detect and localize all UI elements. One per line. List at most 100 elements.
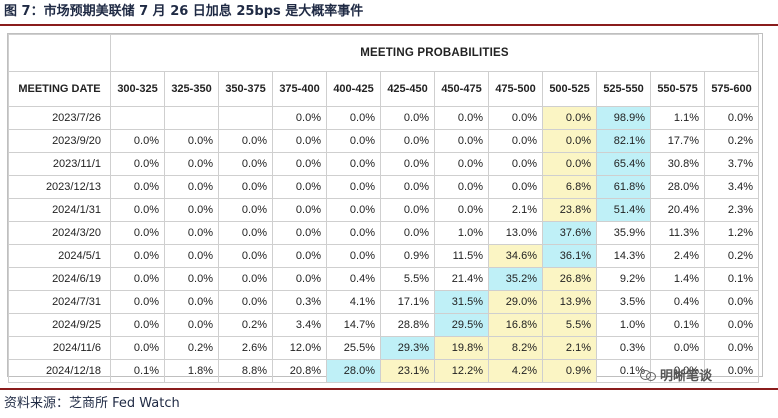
probability-cell: 0.0% bbox=[218, 129, 273, 153]
probability-cell: 0.0% bbox=[218, 198, 273, 222]
probability-cell: 21.4% bbox=[434, 267, 489, 291]
probability-cell: 0.0% bbox=[272, 152, 327, 176]
probability-cell: 1.4% bbox=[650, 267, 705, 291]
probability-cell: 28.0% bbox=[326, 359, 381, 383]
rate-range-header: 575-600 bbox=[704, 71, 759, 107]
probability-cell: 0.0% bbox=[488, 106, 543, 130]
probability-cell: 0.0% bbox=[542, 129, 597, 153]
probability-cell: 30.8% bbox=[650, 152, 705, 176]
probability-cell: 1.8% bbox=[164, 359, 219, 383]
probability-cell: 13.0% bbox=[488, 221, 543, 245]
table-row: 2024/3/20 0.0% 0.0% 0.0% 0.0% 0.0% 0.0% 1.0% 13.… bbox=[8, 221, 759, 245]
bottom-divider bbox=[0, 388, 778, 390]
probability-cell: 2.1% bbox=[488, 198, 543, 222]
probability-cell: 0.0% bbox=[380, 106, 435, 130]
probability-cell: 28.0% bbox=[650, 175, 705, 199]
probability-cell: 0.0% bbox=[272, 106, 327, 130]
table-row: 2023/7/26 0.0% 0.0% 0.0% 0.0% 0.0% 0.0% 98.9% 1.… bbox=[8, 106, 759, 130]
probability-cell: 4.1% bbox=[326, 290, 381, 314]
probability-cell: 0.0% bbox=[704, 290, 759, 314]
probability-cell: 9.2% bbox=[596, 267, 651, 291]
probability-cell: 14.3% bbox=[596, 244, 651, 268]
meeting-date-cell: 2024/5/1 bbox=[8, 244, 111, 268]
rate-range-header: 400-425 bbox=[326, 71, 381, 107]
probability-table-frame: MEETING PROBABILITIES MEETING DATE 300-3… bbox=[7, 33, 763, 383]
table-row: 2024/12/18 0.1% 1.8% 8.8% 20.8% 28.0% 23.1% 12.… bbox=[8, 359, 759, 383]
probability-cell: 0.0% bbox=[326, 129, 381, 153]
meeting-date-cell: 2024/9/25 bbox=[8, 313, 111, 337]
rate-range-header: 425-450 bbox=[380, 71, 435, 107]
probability-cell: 3.7% bbox=[704, 152, 759, 176]
probability-cell: 29.3% bbox=[380, 336, 435, 360]
meeting-date-cell: 2024/3/20 bbox=[8, 221, 111, 245]
probability-cell: 0.0% bbox=[488, 152, 543, 176]
probability-cell: 0.0% bbox=[650, 359, 705, 383]
table-row: 2024/11/6 0.0% 0.2% 2.6% 12.0% 25.5% 29.3% 19.8… bbox=[8, 336, 759, 360]
figure-caption: 图 7：市场预期美联储 7 月 26 日加息 25bps 是大概率事件 bbox=[4, 4, 364, 19]
probability-cell: 0.3% bbox=[272, 290, 327, 314]
probability-cell bbox=[110, 106, 165, 130]
probability-cell: 0.2% bbox=[704, 244, 759, 268]
probability-cell: 11.3% bbox=[650, 221, 705, 245]
meeting-date-cell: 2023/12/13 bbox=[8, 175, 111, 199]
probability-cell: 0.0% bbox=[110, 336, 165, 360]
table-row: 2024/6/19 0.0% 0.0% 0.0% 0.0% 0.4% 5.5% 21.4% 35… bbox=[8, 267, 759, 291]
rate-range-header: 550-575 bbox=[650, 71, 705, 107]
probability-cell: 1.1% bbox=[650, 106, 705, 130]
probability-cell: 14.7% bbox=[326, 313, 381, 337]
probability-cell: 4.2% bbox=[488, 359, 543, 383]
rate-range-header: 325-350 bbox=[164, 71, 219, 107]
meeting-date-cell: 2024/11/6 bbox=[8, 336, 111, 360]
probability-cell: 6.8% bbox=[542, 175, 597, 199]
probability-cell: 20.8% bbox=[272, 359, 327, 383]
probability-cell: 5.5% bbox=[380, 267, 435, 291]
probability-cell: 3.5% bbox=[596, 290, 651, 314]
meeting-probabilities-table: MEETING PROBABILITIES MEETING DATE 300-3… bbox=[8, 34, 759, 383]
probability-cell: 0.0% bbox=[110, 152, 165, 176]
table-row: 2024/1/31 0.0% 0.0% 0.0% 0.0% 0.0% 0.0% 0.0% 2.1… bbox=[8, 198, 759, 222]
probability-cell: 0.2% bbox=[164, 336, 219, 360]
probability-cell: 3.4% bbox=[704, 175, 759, 199]
meeting-date-header: MEETING DATE bbox=[8, 71, 111, 107]
probability-cell: 0.0% bbox=[110, 244, 165, 268]
probability-cell: 0.0% bbox=[380, 175, 435, 199]
probability-cell: 0.0% bbox=[542, 106, 597, 130]
table-row: 2024/5/1 0.0% 0.0% 0.0% 0.0% 0.0% 0.9% 11.5% 34.… bbox=[8, 244, 759, 268]
meeting-date-cell: 2024/12/18 bbox=[8, 359, 111, 383]
probability-cell: 0.0% bbox=[272, 267, 327, 291]
probability-cell: 28.8% bbox=[380, 313, 435, 337]
probability-cell: 0.0% bbox=[164, 198, 219, 222]
probability-cell: 51.4% bbox=[596, 198, 651, 222]
probability-cell: 0.0% bbox=[380, 198, 435, 222]
probability-cell: 82.1% bbox=[596, 129, 651, 153]
probability-cell: 0.0% bbox=[110, 221, 165, 245]
probability-cell: 1.0% bbox=[596, 313, 651, 337]
probability-cell: 0.0% bbox=[218, 175, 273, 199]
table-row: 2024/7/31 0.0% 0.0% 0.0% 0.3% 4.1% 17.1% 31.5% 2… bbox=[8, 290, 759, 314]
probability-cell: 0.0% bbox=[272, 198, 327, 222]
wechat-icon bbox=[640, 369, 656, 381]
rate-range-header: 450-475 bbox=[434, 71, 489, 107]
meeting-date-cell: 2023/9/20 bbox=[8, 129, 111, 153]
probability-cell: 0.0% bbox=[326, 175, 381, 199]
table-row: 2023/12/13 0.0% 0.0% 0.0% 0.0% 0.0% 0.0% 0.0% 0.… bbox=[8, 175, 759, 199]
table-row: 2023/9/20 0.0% 0.0% 0.0% 0.0% 0.0% 0.0% 0.0% 0.0… bbox=[8, 129, 759, 153]
probability-cell: 0.0% bbox=[164, 290, 219, 314]
probability-cell: 1.0% bbox=[434, 221, 489, 245]
rate-range-header: 375-400 bbox=[272, 71, 327, 107]
probability-cell: 5.5% bbox=[542, 313, 597, 337]
top-divider bbox=[0, 24, 778, 26]
probability-cell: 0.0% bbox=[326, 198, 381, 222]
table-row: 2023/11/1 0.0% 0.0% 0.0% 0.0% 0.0% 0.0% 0.0% 0.0… bbox=[8, 152, 759, 176]
meeting-date-cell: 2023/7/26 bbox=[8, 106, 111, 130]
probability-cell: 0.0% bbox=[704, 313, 759, 337]
probability-cell: 0.1% bbox=[704, 267, 759, 291]
probability-cell: 35.2% bbox=[488, 267, 543, 291]
probability-cell: 0.3% bbox=[596, 336, 651, 360]
probability-cell: 12.0% bbox=[272, 336, 327, 360]
probability-cell: 0.0% bbox=[326, 152, 381, 176]
probability-cell: 0.0% bbox=[434, 152, 489, 176]
probability-cell: 0.0% bbox=[218, 221, 273, 245]
probability-cell: 23.1% bbox=[380, 359, 435, 383]
probability-cell: 0.0% bbox=[434, 175, 489, 199]
